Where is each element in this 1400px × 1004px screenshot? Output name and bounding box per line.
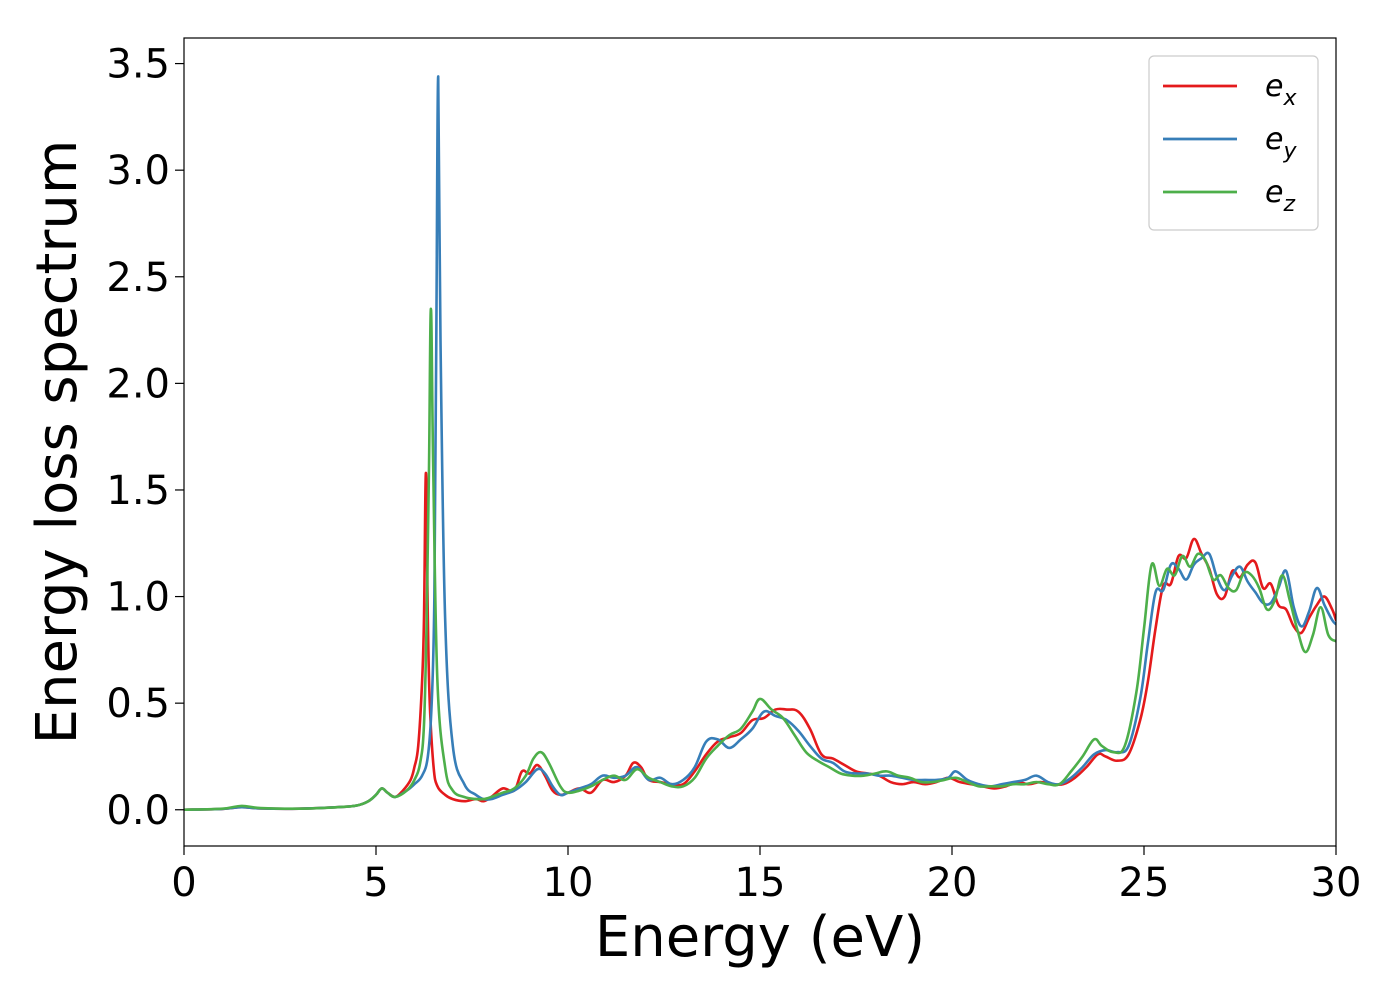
y-tick-label: 3.0 (106, 148, 170, 194)
x-axis: 0 5 10 15 20 25 30 (171, 846, 1361, 906)
y-axis-label: Energy loss spectrum (25, 140, 90, 745)
x-tick-label: 0 (171, 860, 196, 906)
y-tick-label: 2.5 (106, 255, 170, 301)
series-layer (184, 75, 1336, 812)
x-tick-label: 10 (543, 860, 594, 906)
series-line-x (184, 471, 1336, 812)
x-tick-label: 20 (927, 860, 978, 906)
series-line-y (184, 75, 1336, 812)
y-tick-label: 1.0 (106, 575, 170, 621)
y-tick-label: 0.0 (106, 788, 170, 834)
x-tick-label: 30 (1311, 860, 1362, 906)
legend-box (1148, 55, 1319, 231)
x-axis-label: Energy (eV) (595, 905, 925, 970)
y-tick-label: 3.5 (106, 42, 170, 88)
x-tick-label: 25 (1119, 860, 1170, 906)
series-line-z (184, 307, 1336, 812)
y-axis: 0.0 0.5 1.0 1.5 2.0 2.5 3.0 3.5 (106, 42, 184, 834)
y-tick-label: 2.0 (106, 361, 170, 407)
x-tick-label: 5 (363, 860, 388, 906)
x-tick-label: 15 (735, 860, 786, 906)
y-tick-label: 1.5 (106, 468, 170, 514)
y-tick-label: 0.5 (106, 681, 170, 727)
